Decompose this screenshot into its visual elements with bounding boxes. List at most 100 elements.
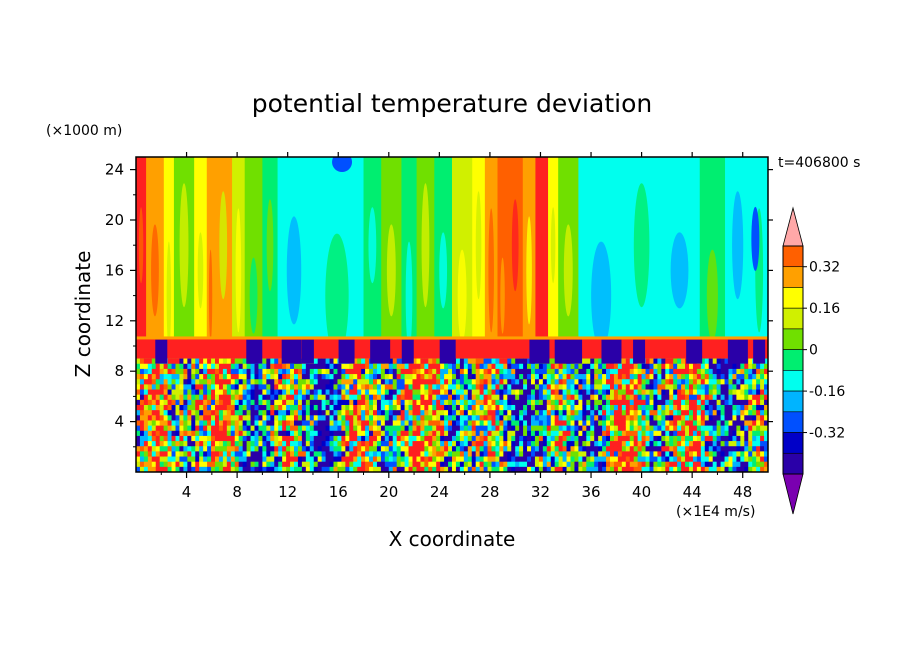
lower-cell [282, 410, 287, 416]
lower-cell [266, 368, 271, 375]
lower-cell [657, 368, 662, 375]
lower-cell [598, 441, 603, 447]
lower-cell [321, 404, 326, 411]
lower-cell [712, 363, 718, 370]
lower-cell [760, 430, 765, 437]
lower-cell [250, 394, 255, 401]
lower-cell [479, 461, 484, 468]
lower-cell [388, 404, 394, 411]
lower-cell [143, 358, 149, 365]
lower-cell [155, 404, 161, 411]
lower-cell [574, 461, 579, 468]
lower-cell [594, 441, 599, 447]
lower-cell [578, 399, 583, 406]
lower-cell [222, 394, 228, 401]
lower-cell [471, 430, 477, 437]
lower-cell [250, 379, 255, 385]
lower-cell [491, 404, 496, 411]
lower-cell [495, 363, 500, 370]
lower-cell [570, 451, 575, 457]
colorbar-box [782, 307, 804, 330]
lower-cell [199, 399, 204, 406]
lower-cell [704, 389, 710, 396]
lower-cell [728, 394, 733, 401]
lower-cell [562, 404, 567, 411]
lower-cell [376, 456, 382, 463]
lower-cell [159, 368, 165, 375]
lower-cell [523, 425, 528, 432]
lower-cell [558, 435, 563, 442]
lower-cell [297, 461, 303, 468]
lower-cell [286, 368, 291, 375]
lower-cell [665, 435, 670, 442]
lower-cell [511, 461, 516, 468]
lower-cell [215, 446, 220, 452]
lower-cell [495, 456, 500, 463]
lower-cell [238, 384, 244, 390]
lower-cell [613, 420, 619, 427]
lower-cell [230, 456, 236, 463]
lower-cell [649, 451, 654, 457]
lower-cell [527, 441, 532, 447]
lower-cell [305, 425, 311, 432]
lower-cell [274, 420, 279, 427]
lower-cell [297, 404, 303, 411]
lower-cell [673, 404, 678, 411]
lower-cell [570, 456, 575, 463]
lower-cell [590, 363, 595, 370]
lower-cell [167, 384, 172, 390]
lower-cell [361, 451, 366, 457]
lower-cell [538, 430, 544, 437]
lower-cell [720, 384, 725, 390]
lower-cell [566, 425, 571, 432]
lower-cell [155, 441, 161, 447]
lower-cell [673, 466, 678, 472]
lower-cell [270, 425, 275, 432]
lower-cell [290, 456, 295, 463]
lower-cell [365, 466, 370, 472]
lower-cell [270, 410, 275, 416]
lower-cell [258, 430, 263, 437]
lower-cell [424, 394, 429, 401]
lower-cell [143, 456, 149, 463]
lower-cell [463, 425, 469, 432]
lower-cell [689, 399, 694, 406]
lower-cell [226, 441, 232, 447]
lower-cell [732, 374, 737, 380]
lower-cell [527, 425, 532, 432]
lower-cell [274, 446, 279, 452]
lower-cell [191, 415, 196, 421]
lower-cell [321, 358, 326, 365]
lower-cell [282, 384, 287, 390]
lower-cell [491, 384, 496, 390]
lower-cell [404, 415, 409, 421]
lower-cell [274, 425, 279, 432]
lower-cell [179, 451, 184, 457]
lower-cell [420, 435, 425, 442]
lower-cell [700, 441, 706, 447]
lower-cell [365, 415, 370, 421]
lower-cell [207, 374, 212, 380]
lower-cell [495, 394, 500, 401]
lower-cell [748, 384, 753, 390]
lower-cell [562, 410, 567, 416]
lower-cell [606, 379, 611, 385]
lower-cell [392, 420, 398, 427]
lower-cell [578, 415, 583, 421]
lower-cell [483, 374, 488, 380]
lower-cell [463, 441, 469, 447]
lower-cell [167, 399, 172, 406]
lower-cell [625, 451, 631, 457]
lower-cell [538, 415, 544, 421]
lower-cell [610, 410, 615, 416]
lower-cell [321, 415, 326, 421]
lower-cell [139, 404, 145, 411]
lower-cell [136, 456, 141, 463]
lower-cell [349, 456, 354, 463]
purple-plume [529, 339, 550, 364]
lower-cell [507, 415, 512, 421]
lower-cell [716, 466, 721, 472]
lower-cell [412, 430, 417, 437]
lower-cell [444, 430, 449, 437]
lower-cell [455, 461, 461, 468]
